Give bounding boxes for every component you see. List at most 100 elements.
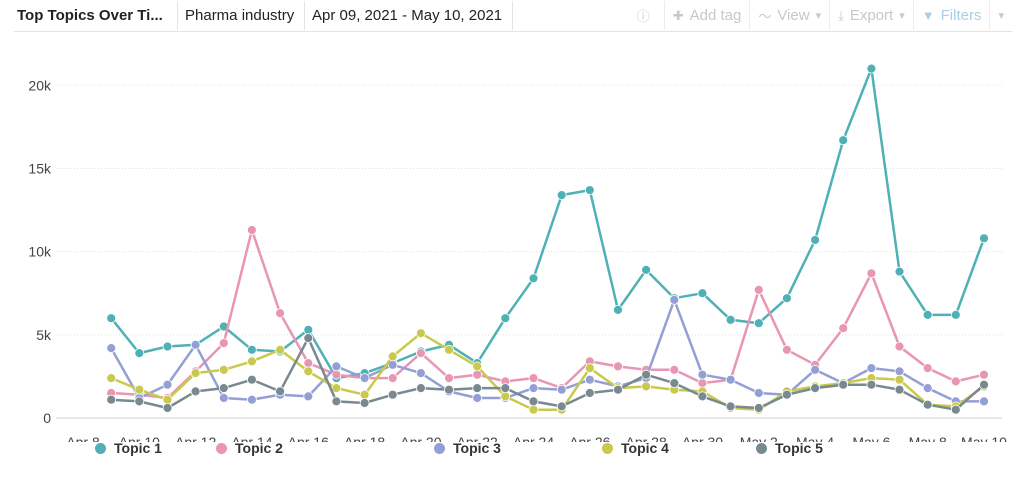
data-point: [106, 373, 117, 384]
data-point: [500, 383, 511, 394]
series-line-3: [110, 298, 984, 403]
data-point: [444, 384, 454, 395]
data-point: [528, 373, 539, 384]
help-button[interactable]: ⓘ: [629, 1, 664, 30]
data-point: [303, 366, 314, 377]
data-point: [725, 401, 736, 412]
legend-item-topic-3[interactable]: Topic 3: [434, 440, 501, 456]
trend-line-icon: 〜: [758, 9, 772, 24]
x-tick-label: Apr 30: [682, 434, 723, 442]
data-point: [669, 378, 680, 389]
data-point: [866, 363, 877, 374]
x-tick-label: Apr 28: [626, 434, 667, 442]
data-point: [613, 361, 623, 372]
data-point: [556, 384, 567, 395]
data-point: [190, 368, 201, 379]
x-tick-label: Apr 12: [175, 434, 216, 442]
plus-icon: ✚: [672, 7, 684, 23]
data-point: [922, 363, 933, 374]
data-point: [218, 338, 229, 349]
data-point: [218, 364, 229, 375]
page-title[interactable]: Top Topics Over Ti...: [14, 1, 178, 30]
data-point: [810, 235, 820, 245]
data-point: [697, 288, 708, 299]
data-point: [894, 374, 905, 385]
data-point: [359, 389, 370, 400]
data-point: [810, 364, 820, 375]
download-icon: ⤓: [838, 7, 844, 23]
x-tick-label: May 6: [852, 434, 890, 442]
legend-item-topic-4[interactable]: Topic 4: [602, 440, 669, 456]
filters-button[interactable]: ▼ Filters: [912, 1, 990, 30]
toolbar: Top Topics Over Ti... Pharma industry Ap…: [14, 0, 1012, 32]
data-point: [556, 401, 567, 412]
legend-label: Topic 3: [453, 440, 501, 456]
legend-item-topic-1[interactable]: Topic 1: [95, 440, 162, 456]
more-options-button[interactable]: ▾: [989, 1, 1012, 30]
data-point: [782, 344, 792, 355]
x-tick-label: May 8: [909, 434, 947, 442]
data-point: [275, 308, 286, 319]
data-point: [528, 273, 539, 284]
x-tick-label: May 2: [740, 434, 778, 442]
legend-label: Topic 1: [114, 440, 162, 456]
legend-item-topic-2[interactable]: Topic 2: [216, 440, 283, 456]
data-point: [331, 361, 342, 372]
data-point: [979, 369, 989, 380]
data-point: [359, 373, 370, 384]
y-tick-label: 5k: [36, 327, 52, 343]
y-tick-label: 15k: [28, 160, 52, 176]
data-point: [894, 366, 905, 377]
x-tick-label: Apr 16: [288, 434, 329, 442]
filter-funnel-icon: ▼: [921, 8, 935, 23]
x-tick-label: Apr 14: [231, 434, 272, 442]
add-tag-button[interactable]: ✚ Add tag: [663, 1, 750, 30]
series-line-1: [110, 67, 986, 380]
filters-label: Filters: [940, 7, 982, 24]
data-point: [950, 376, 961, 387]
data-point: [979, 379, 989, 390]
data-point: [134, 396, 145, 407]
industry-selector[interactable]: Pharma industry: [178, 1, 305, 30]
data-point: [669, 364, 680, 375]
legend-marker: [216, 442, 227, 454]
data-point: [979, 233, 989, 244]
data-point: [584, 388, 595, 398]
data-point: [894, 266, 905, 277]
data-point: [922, 399, 933, 410]
data-point: [613, 304, 623, 315]
x-tick-label: May 10: [961, 434, 1007, 442]
view-button[interactable]: 〜 View ▾: [749, 1, 829, 30]
data-point: [162, 403, 173, 413]
data-point: [528, 396, 539, 407]
legend-item-topic-5[interactable]: Topic 5: [756, 440, 823, 456]
data-point: [697, 378, 708, 389]
legend-marker: [756, 442, 767, 454]
x-tick-label: Apr 24: [513, 434, 554, 442]
data-point: [641, 369, 651, 380]
data-point: [472, 393, 483, 403]
data-point: [641, 264, 651, 275]
legend-marker: [95, 442, 106, 454]
export-button[interactable]: ⤓ Export ▾: [829, 1, 913, 30]
data-point: [472, 361, 483, 372]
legend-label: Topic 4: [621, 440, 669, 456]
data-point: [387, 389, 398, 400]
data-point: [528, 404, 539, 415]
data-point: [359, 398, 370, 408]
data-point: [444, 344, 454, 355]
data-point: [725, 314, 736, 325]
data-point: [331, 396, 342, 407]
x-tick-label: Apr 26: [569, 434, 610, 442]
data-point: [106, 313, 117, 324]
data-point: [782, 293, 792, 304]
data-point: [753, 388, 764, 398]
data-point: [331, 383, 342, 394]
data-point: [500, 391, 511, 402]
data-point: [415, 368, 426, 379]
date-range-picker[interactable]: Apr 09, 2021 - May 10, 2021: [305, 1, 513, 30]
data-point: [838, 379, 849, 390]
chevron-down-icon: ▾: [899, 10, 905, 22]
data-point: [753, 284, 764, 295]
data-point: [753, 318, 764, 329]
